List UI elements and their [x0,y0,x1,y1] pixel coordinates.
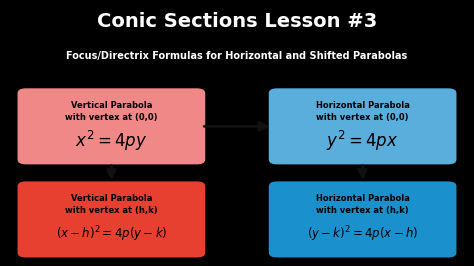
Text: $x^2 = 4py$: $x^2 = 4py$ [75,129,148,153]
Text: Vertical Parabola
with vertex at (0,0): Vertical Parabola with vertex at (0,0) [65,101,158,122]
Text: Focus/Directrix Formulas for Horizontal and Shifted Parabolas: Focus/Directrix Formulas for Horizontal … [66,51,408,61]
Text: Horizontal Parabola
with vertex at (0,0): Horizontal Parabola with vertex at (0,0) [316,101,410,122]
Text: switch
x and y: switch x and y [223,101,251,122]
Text: shift: shift [117,168,136,177]
Text: shift: shift [368,168,387,177]
FancyBboxPatch shape [269,88,456,164]
Text: Conic Sections Lesson #3: Conic Sections Lesson #3 [97,12,377,31]
Text: $(x - h)^2 = 4p(y - k)$: $(x - h)^2 = 4p(y - k)$ [55,224,167,244]
Text: $y^2 = 4px$: $y^2 = 4px$ [327,129,399,153]
FancyBboxPatch shape [269,181,456,257]
FancyBboxPatch shape [18,88,205,164]
FancyBboxPatch shape [18,181,205,257]
Text: $(y - k)^2 = 4p(x - h)$: $(y - k)^2 = 4p(x - h)$ [307,224,419,244]
Text: Horizontal Parabola
with vertex at (h,k): Horizontal Parabola with vertex at (h,k) [316,194,410,215]
Text: Vertical Parabola
with vertex at (h,k): Vertical Parabola with vertex at (h,k) [65,194,158,215]
